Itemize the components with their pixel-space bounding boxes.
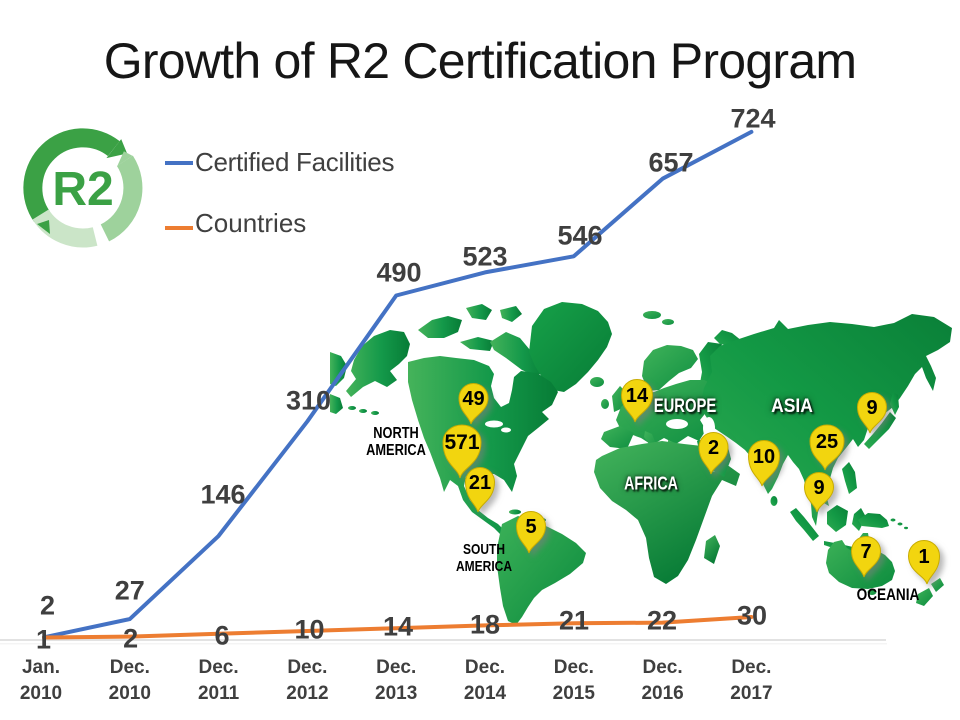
svg-text:2: 2: [708, 437, 719, 459]
svg-text:9: 9: [866, 397, 877, 419]
svg-text:49: 49: [462, 388, 484, 410]
svg-text:571: 571: [444, 431, 479, 454]
svg-text:10: 10: [753, 446, 775, 468]
svg-text:5: 5: [525, 516, 536, 538]
svg-text:R2: R2: [52, 163, 113, 216]
svg-text:14: 14: [626, 385, 649, 407]
svg-text:21: 21: [469, 472, 491, 494]
svg-text:9: 9: [813, 477, 824, 499]
svg-text:7: 7: [860, 541, 871, 563]
svg-text:25: 25: [816, 431, 838, 453]
svg-text:1: 1: [918, 546, 929, 568]
